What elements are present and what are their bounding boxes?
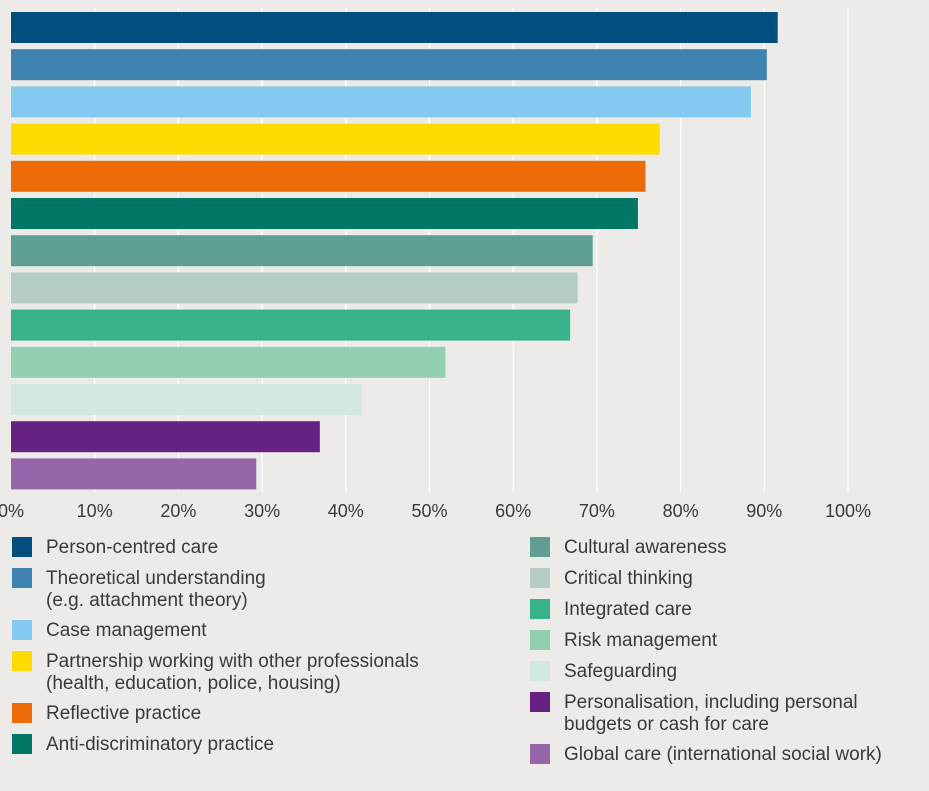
bar-7 xyxy=(11,235,593,267)
legend-item: Integrated care xyxy=(530,599,929,621)
legend-label: Integrated care xyxy=(564,599,692,620)
x-tick-label: 40% xyxy=(328,501,364,521)
bar-12 xyxy=(11,421,320,453)
legend-swatch xyxy=(530,599,550,619)
legend-swatch xyxy=(12,651,32,671)
legend-label: Case management xyxy=(46,620,207,641)
legend-label: Partnership working with other professio… xyxy=(46,651,419,694)
bar-13 xyxy=(11,458,257,490)
bar-11 xyxy=(11,384,362,415)
legend-item: Risk management xyxy=(530,630,929,652)
legend-label: Anti-discriminatory practice xyxy=(46,734,275,755)
legend-swatch xyxy=(530,692,550,712)
legend-item: Theoretical understanding (e.g. attachme… xyxy=(12,568,492,612)
x-tick-label: 10% xyxy=(77,501,113,521)
legend-swatch xyxy=(530,568,550,588)
bar-1 xyxy=(11,12,778,43)
legend-item: Global care (international social work) xyxy=(530,744,929,766)
legend-swatch xyxy=(530,630,550,650)
legend-swatch xyxy=(530,744,550,764)
x-tick-label: 30% xyxy=(244,501,280,521)
legend-left: Person-centred care Theoretical understan… xyxy=(12,537,492,765)
bar-5 xyxy=(11,160,646,192)
x-tick-label: 60% xyxy=(495,501,531,521)
x-tick-label: 80% xyxy=(663,501,699,521)
legend-label: Safeguarding xyxy=(564,661,678,682)
legend-swatch xyxy=(530,537,550,557)
x-tick-label: 0% xyxy=(0,501,24,521)
bar-3 xyxy=(11,86,751,118)
x-tick-label: 20% xyxy=(160,501,196,521)
legend-item: Person-centred care xyxy=(12,537,492,559)
bar-9 xyxy=(11,309,571,341)
x-tick-label: 100% xyxy=(825,501,871,521)
legend-item: Anti-discriminatory practice xyxy=(12,734,492,756)
x-tick-label: 50% xyxy=(411,501,447,521)
legend-label: Theoretical understanding (e.g. attachme… xyxy=(46,568,266,611)
x-tick-label: 70% xyxy=(579,501,615,521)
bar-chart: 0% 10% 20% 30% 40% 50% 60% 70% 80% 90% 100% xyxy=(0,8,871,521)
legend-swatch xyxy=(530,661,550,681)
legend-swatch xyxy=(12,734,32,754)
legend-swatch xyxy=(12,537,32,557)
legend-item: Partnership working with other professio… xyxy=(12,651,492,695)
bar-2 xyxy=(11,49,767,81)
x-tick-label: 90% xyxy=(746,501,782,521)
legend-right: Cultural awareness Critical thinking Integ… xyxy=(530,537,929,775)
bar-8 xyxy=(11,272,578,304)
legend-swatch xyxy=(12,703,32,723)
legend-label: Critical thinking xyxy=(564,568,693,589)
bar-6 xyxy=(11,198,638,229)
legend-label: Person-centred care xyxy=(46,537,219,558)
legend-item: Personalisation, including personal budg… xyxy=(530,692,929,736)
x-axis-tick-labels: 0% 10% 20% 30% 40% 50% 60% 70% 80% 90% 100% xyxy=(0,501,871,521)
legend-label: Reflective practice xyxy=(46,703,202,724)
legend-item: Safeguarding xyxy=(530,661,929,683)
bar-4 xyxy=(11,123,660,155)
legend-label: Personalisation, including personal budg… xyxy=(564,692,858,735)
legend-item: Reflective practice xyxy=(12,703,492,725)
legend-item: Case management xyxy=(12,620,492,642)
legend-swatch xyxy=(12,568,32,588)
legend-label: Global care (international social work) xyxy=(564,744,882,765)
legend-item: Cultural awareness xyxy=(530,537,929,559)
bars xyxy=(11,12,778,490)
legend-label: Cultural awareness xyxy=(564,537,727,558)
legend-item: Critical thinking xyxy=(530,568,929,590)
bar-10 xyxy=(11,346,446,378)
legend-label: Risk management xyxy=(564,630,718,651)
legend-swatch xyxy=(12,620,32,640)
